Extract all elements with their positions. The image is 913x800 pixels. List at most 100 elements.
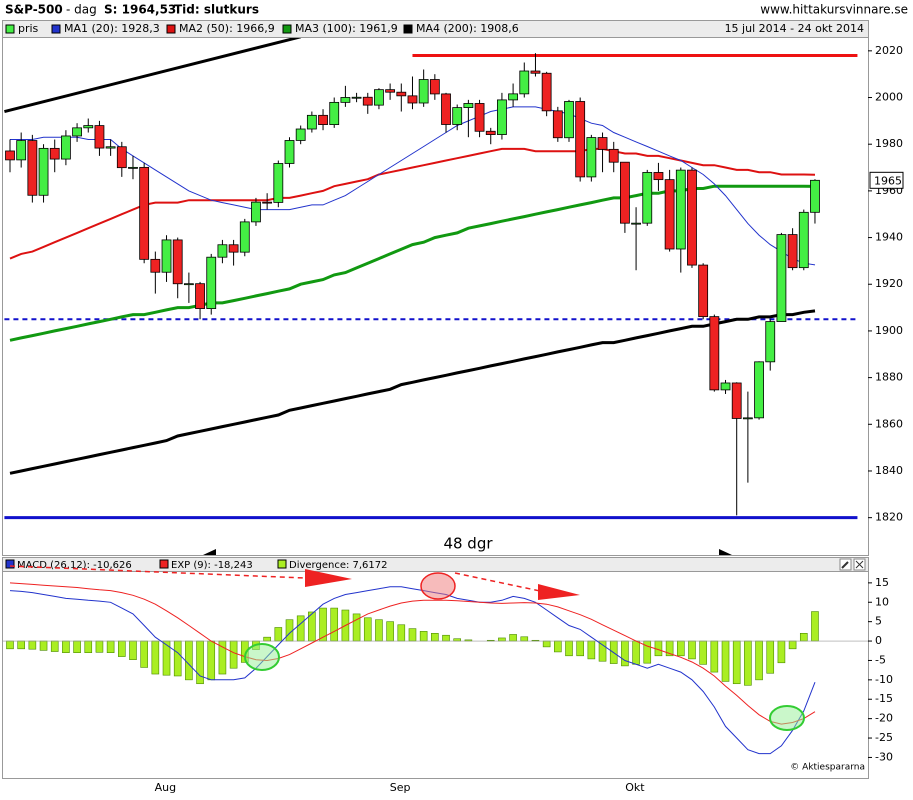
y-tick-label: 1980 <box>875 137 903 150</box>
candle-body <box>116 146 127 169</box>
y-tick-label: -5 <box>875 653 886 666</box>
legend-swatch <box>51 24 61 34</box>
histogram-bar <box>274 627 283 642</box>
legend-label: MA4 (200): 1908,6 <box>416 22 519 35</box>
histogram-bar <box>84 640 93 653</box>
price-marker-box <box>869 171 904 189</box>
candle-body <box>552 110 563 139</box>
header-site: www.hittakursvinnare.se <box>760 3 908 17</box>
candle-body <box>105 146 116 149</box>
legend-label: MA2 (50): 1966,9 <box>179 22 275 35</box>
candle-body <box>385 89 396 93</box>
candle-body <box>731 382 742 419</box>
series-line <box>9 586 816 755</box>
histogram-bar <box>207 640 216 681</box>
candle-body <box>262 201 273 204</box>
candle-body <box>485 130 496 135</box>
candle-body <box>374 89 384 106</box>
histogram-bar <box>229 640 238 669</box>
candle-body <box>183 283 194 286</box>
histogram-bar <box>140 640 148 668</box>
candle-body <box>564 101 574 139</box>
candle-body <box>687 169 697 266</box>
histogram-bar <box>732 640 741 685</box>
histogram-bar <box>676 640 685 657</box>
candle-body <box>172 239 183 285</box>
y-tick-label: -10 <box>875 673 893 686</box>
candle-body <box>150 258 161 273</box>
trend-arrow <box>9 565 306 579</box>
candle-body <box>61 135 71 160</box>
marker-circle <box>769 705 805 731</box>
candle-body <box>239 221 250 253</box>
reference-line <box>4 38 302 113</box>
x-tick-label: Okt <box>625 781 645 794</box>
legend-label: pris <box>18 22 39 35</box>
candle-body <box>452 107 463 125</box>
histogram-bar <box>285 619 294 642</box>
trend-arrow <box>454 572 541 592</box>
y-tick-label: 1840 <box>875 464 903 477</box>
candle-body <box>362 96 373 106</box>
axes: 1820184018601880190019201940196019802000… <box>5 22 904 794</box>
candle-body <box>161 239 172 273</box>
candle-body <box>72 127 82 137</box>
date-range: 15 jul 2014 - 24 okt 2014 <box>725 22 864 35</box>
legend-swatch <box>5 559 15 569</box>
histogram-bar <box>106 640 115 653</box>
candle-body <box>620 161 630 224</box>
candle-body <box>306 114 317 130</box>
candle-body <box>407 95 418 104</box>
candle-body <box>474 103 485 132</box>
span-label: 48 dgr <box>443 535 493 553</box>
legend-swatch <box>403 24 413 34</box>
histogram-bar <box>699 640 707 665</box>
tool-glyph <box>841 561 849 569</box>
histogram-bar <box>777 640 786 664</box>
legend-swatch <box>277 559 287 569</box>
y-tick-label: 1820 <box>875 511 903 524</box>
candle-body <box>94 125 105 149</box>
candle-body <box>631 222 641 225</box>
histogram-bar <box>17 640 25 650</box>
header-period: - dag <box>66 3 97 17</box>
legend-swatch <box>166 24 176 34</box>
series-line <box>9 582 816 725</box>
candle-body <box>720 382 731 391</box>
histogram-bar <box>799 632 808 642</box>
histogram-bar <box>408 628 417 642</box>
macd-legend-bar <box>2 557 869 572</box>
histogram-bar <box>576 640 584 657</box>
candle-body <box>754 361 764 419</box>
candle-body <box>787 234 798 269</box>
legend-label: MA1 (20): 1928,3 <box>64 22 160 35</box>
histogram-bar <box>453 638 462 642</box>
candle-body <box>675 169 686 250</box>
histogram-bar <box>643 640 652 664</box>
candle-body <box>597 137 608 150</box>
y-tick-label: 1860 <box>875 417 903 430</box>
histogram-bar <box>621 640 629 667</box>
histogram-bar <box>62 640 70 653</box>
candle-body <box>318 114 328 125</box>
legend-label: Divergence: 7,6172 <box>289 560 388 571</box>
marker-circle <box>420 572 456 600</box>
legend-swatch <box>159 559 169 569</box>
histogram-bar <box>6 640 14 650</box>
candle-body <box>575 101 586 178</box>
macd-frame <box>2 571 869 779</box>
histogram-bar <box>565 640 573 657</box>
candle-body <box>418 79 429 104</box>
y-tick-label: 15 <box>875 576 889 589</box>
candle-body <box>429 79 440 95</box>
histogram-bar <box>755 640 763 681</box>
histogram-bar <box>744 640 752 686</box>
candle-body <box>709 316 720 391</box>
y-tick-label: -30 <box>875 750 893 763</box>
y-tick-label: 1900 <box>875 324 903 337</box>
y-tick-label: 10 <box>875 595 889 608</box>
y-tick-label: -15 <box>875 692 893 705</box>
y-tick-label: 0 <box>875 634 882 647</box>
candle-body <box>642 172 653 224</box>
